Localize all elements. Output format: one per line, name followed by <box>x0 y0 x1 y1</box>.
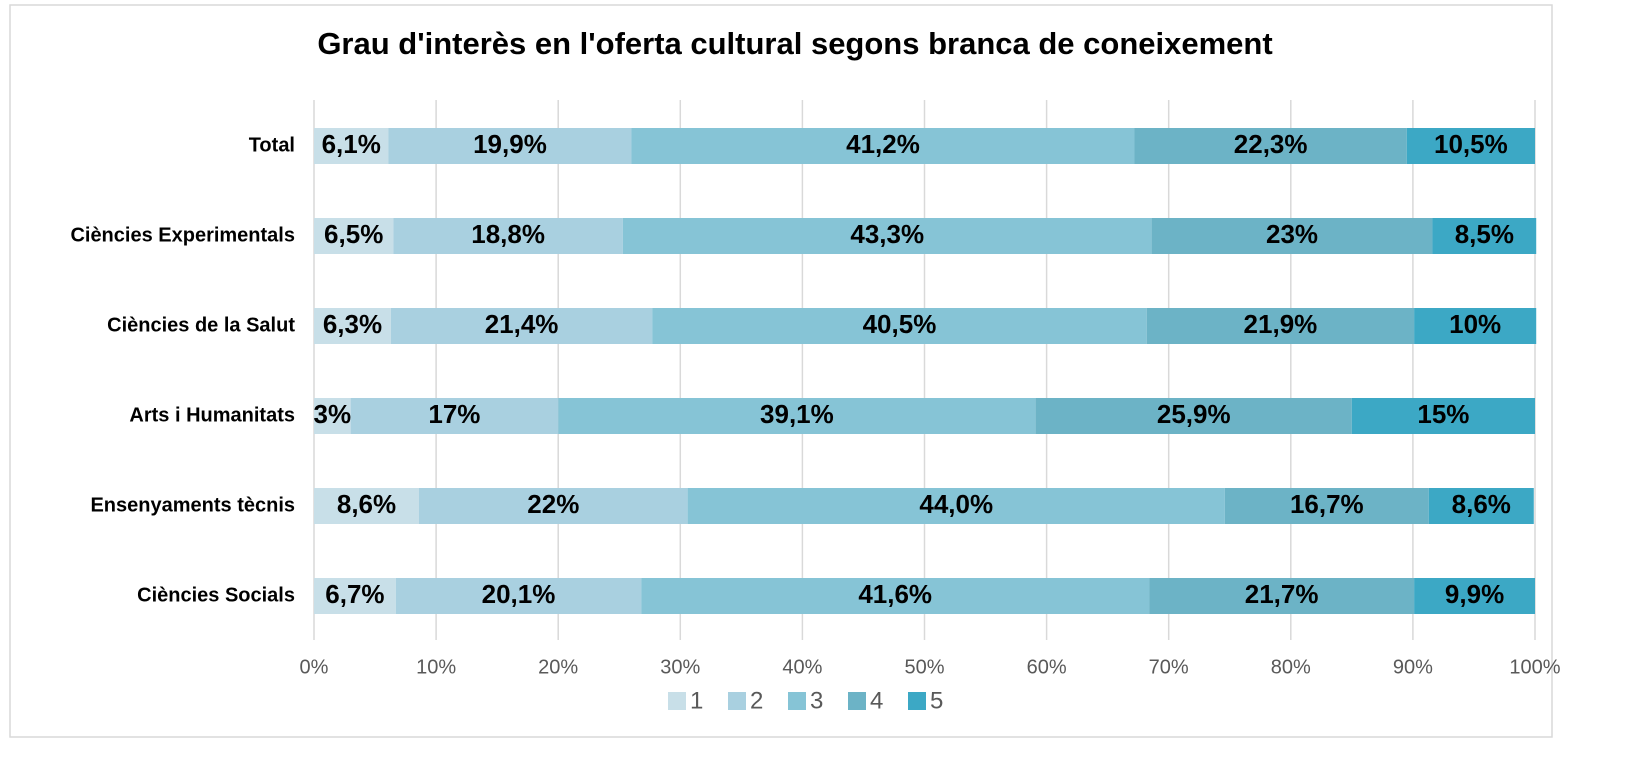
x-tick-label: 30% <box>660 656 700 678</box>
legend-label: 1 <box>690 687 703 714</box>
x-tick-label: 70% <box>1149 656 1189 678</box>
y-tick-label: Total <box>249 134 295 156</box>
bar-segment <box>419 488 688 524</box>
bar-segment <box>350 398 559 434</box>
data-label: 41,2% <box>846 129 920 159</box>
data-label: 21,9% <box>1244 309 1318 339</box>
chart-border <box>9 4 1553 738</box>
bar-segment <box>1432 218 1537 254</box>
bar-segment <box>314 308 391 344</box>
data-label: 15% <box>1417 399 1469 429</box>
data-label: 9,9% <box>1445 579 1504 609</box>
x-tick-label: 60% <box>1027 656 1067 678</box>
x-tick-label: 0% <box>300 656 329 678</box>
bar-segment <box>1414 578 1535 614</box>
data-label: 10,5% <box>1434 129 1508 159</box>
data-label: 25,9% <box>1157 399 1231 429</box>
bar-segment <box>388 128 632 164</box>
bar-segment <box>1149 578 1415 614</box>
data-label: 44,0% <box>919 489 993 519</box>
data-label: 18,8% <box>471 219 545 249</box>
x-tick-label: 40% <box>782 656 822 678</box>
data-label: 40,5% <box>863 309 937 339</box>
bar-segment <box>1406 128 1535 164</box>
bar-segment <box>558 398 1036 434</box>
legend-label: 2 <box>750 687 763 714</box>
x-tick-label: 50% <box>904 656 944 678</box>
data-label: 6,3% <box>323 309 382 339</box>
data-label: 6,7% <box>325 579 384 609</box>
legend-label: 3 <box>810 687 823 714</box>
y-tick-label: Ensenyaments tècnis <box>90 494 295 516</box>
bar-segment <box>1224 488 1429 524</box>
data-label: 6,5% <box>324 219 383 249</box>
x-tick-label: 10% <box>416 656 456 678</box>
data-label: 41,6% <box>858 579 932 609</box>
chart-title: Grau d'interès en l'oferta cultural sego… <box>317 26 1272 61</box>
bar-segment <box>314 218 394 254</box>
bar-segment <box>393 218 623 254</box>
bar-segment <box>1146 308 1415 344</box>
y-tick-label: Ciències Experimentals <box>70 224 295 246</box>
data-label: 6,1% <box>322 129 381 159</box>
legend-label: 5 <box>930 687 943 714</box>
x-tick-label: 20% <box>538 656 578 678</box>
y-tick-label: Ciències de la Salut <box>107 314 295 336</box>
legend-swatch <box>908 692 926 710</box>
data-label: 21,4% <box>485 309 559 339</box>
legend-swatch <box>668 692 686 710</box>
data-label: 20,1% <box>482 579 556 609</box>
data-label: 3% <box>314 399 352 429</box>
bar-segment <box>395 578 642 614</box>
bar-segment <box>1414 308 1537 344</box>
bar-segment <box>314 488 420 524</box>
data-label: 39,1% <box>760 399 834 429</box>
bar-segment <box>1351 398 1535 434</box>
bar-segment <box>314 398 351 434</box>
bar-segment <box>314 128 389 164</box>
x-tick-label: 100% <box>1509 656 1560 678</box>
data-label: 22% <box>527 489 579 519</box>
bar-segment <box>390 308 653 344</box>
bar-segment <box>631 128 1135 164</box>
data-label: 17% <box>428 399 480 429</box>
bar-segment <box>1428 488 1534 524</box>
x-tick-label: 80% <box>1271 656 1311 678</box>
y-tick-label: Arts i Humanitats <box>129 404 295 426</box>
legend-label: 4 <box>870 687 883 714</box>
bar-segment <box>652 308 1147 344</box>
data-label: 8,5% <box>1455 219 1514 249</box>
data-label: 21,7% <box>1245 579 1319 609</box>
legend-swatch <box>788 692 806 710</box>
bar-segment <box>687 488 1225 524</box>
data-label: 16,7% <box>1290 489 1364 519</box>
data-label: 22,3% <box>1234 129 1308 159</box>
bar-segment <box>1151 218 1433 254</box>
data-label: 43,3% <box>850 219 924 249</box>
y-tick-label: Ciències Socials <box>137 584 295 606</box>
data-label: 8,6% <box>337 489 396 519</box>
legend-swatch <box>848 692 866 710</box>
data-label: 10% <box>1449 309 1501 339</box>
bar-segment <box>641 578 1150 614</box>
legend-swatch <box>728 692 746 710</box>
x-tick-label: 90% <box>1393 656 1433 678</box>
data-label: 8,6% <box>1452 489 1511 519</box>
bar-segment <box>1134 128 1407 164</box>
data-label: 23% <box>1266 219 1318 249</box>
data-label: 19,9% <box>473 129 547 159</box>
bar-segment <box>314 578 396 614</box>
bar-segment <box>622 218 1152 254</box>
bar-segment <box>1035 398 1352 434</box>
